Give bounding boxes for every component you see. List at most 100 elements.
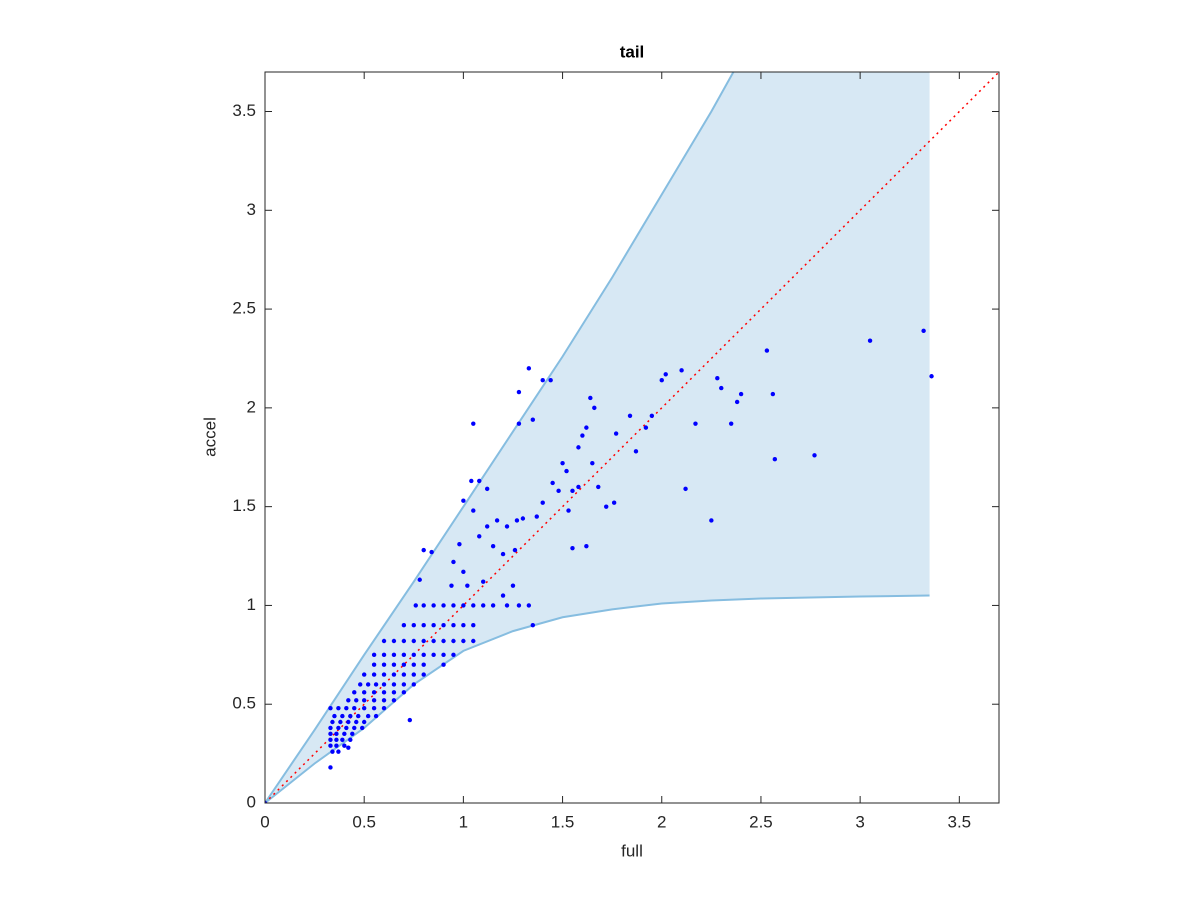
- y-axis-label: accel: [200, 417, 219, 457]
- scatter-point: [516, 421, 522, 426]
- scatter-point: [596, 484, 601, 490]
- scatter-point: [421, 622, 426, 628]
- scatter-point: [530, 417, 536, 422]
- scatter-point: [348, 737, 353, 742]
- scatter-point: [451, 638, 456, 644]
- scatter-point: [421, 603, 426, 608]
- x-tick-label: 0: [260, 812, 269, 831]
- scatter-point: [328, 731, 333, 737]
- scatter-point: [512, 547, 518, 553]
- y-tick-label: 3: [247, 200, 256, 219]
- scatter-point: [772, 457, 778, 462]
- scatter-point: [484, 486, 490, 492]
- scatter-point: [346, 719, 351, 725]
- scatter-point: [352, 705, 357, 711]
- scatter-point: [584, 425, 589, 430]
- scatter-point: [566, 508, 571, 513]
- scatter-point: [417, 577, 422, 582]
- scatter-point: [348, 713, 353, 719]
- band-upper-edge: [265, 72, 735, 803]
- scatter-point: [548, 378, 553, 383]
- scatter-point: [381, 698, 387, 703]
- scatter-point: [344, 725, 349, 731]
- scatter-point: [391, 698, 397, 703]
- scatter-point: [391, 638, 397, 644]
- scatter-point: [352, 690, 357, 695]
- scatter-point: [764, 348, 770, 353]
- scatter-point: [411, 652, 416, 658]
- scatter-point: [643, 425, 649, 430]
- axes-box: [264, 71, 1000, 804]
- x-tick-label: 1.5: [551, 812, 575, 831]
- scatter-point: [336, 749, 341, 754]
- scatter-point: [715, 376, 720, 381]
- scatter-point: [611, 500, 617, 505]
- scatter-point: [328, 725, 333, 731]
- scatter-point: [481, 579, 486, 584]
- scatter-point: [371, 705, 377, 711]
- scatter-point: [265, 800, 268, 803]
- scatter-point: [514, 518, 520, 523]
- scatter-point: [431, 652, 436, 658]
- scatter-point: [411, 662, 416, 667]
- scatter-point: [693, 421, 698, 426]
- y-tick-label: 0.5: [232, 694, 256, 713]
- scatter-point: [330, 749, 335, 754]
- scatter-point: [471, 603, 476, 608]
- scatter-point: [504, 524, 510, 529]
- scatter-point: [360, 725, 365, 731]
- scatter-point: [401, 690, 407, 695]
- scatter-point: [584, 543, 589, 549]
- scatter-point: [441, 622, 446, 628]
- scatter-point: [520, 516, 526, 521]
- scatter-point: [401, 672, 407, 677]
- x-tick-label: 0.5: [352, 812, 376, 831]
- scatter-point: [429, 549, 434, 555]
- scatter-point: [441, 652, 446, 658]
- scatter-point: [342, 743, 347, 748]
- scatter-point: [461, 603, 466, 608]
- scatter-point: [734, 399, 740, 405]
- scatter-point: [431, 622, 436, 628]
- scatter-point: [373, 682, 379, 687]
- scatter-point: [381, 705, 387, 711]
- reference-line: [265, 72, 999, 803]
- scatter-point: [354, 719, 359, 725]
- scatter-point: [328, 737, 333, 742]
- scatter-point: [812, 453, 817, 458]
- scatter-point: [490, 603, 496, 608]
- scatter-point: [334, 737, 339, 742]
- y-tick-label: 1.5: [232, 496, 256, 515]
- scatter-point: [540, 378, 545, 383]
- scatter-point: [330, 719, 335, 725]
- scatter-point: [728, 421, 734, 426]
- scatter-point: [604, 504, 609, 509]
- scatter-point: [683, 486, 688, 492]
- scatter-point: [381, 638, 387, 644]
- scatter-point: [336, 705, 341, 711]
- scatter-point: [449, 583, 454, 588]
- scatter-point: [361, 672, 367, 677]
- scatter-point: [328, 765, 333, 770]
- scatter-point: [381, 672, 387, 677]
- x-tick-label: 2: [657, 812, 666, 831]
- scatter-point: [350, 731, 355, 737]
- scatter-point: [342, 731, 347, 737]
- x-tick-label: 2.5: [749, 812, 773, 831]
- scatter-point: [334, 743, 339, 748]
- scatter-point: [709, 518, 714, 523]
- scatter-point: [770, 391, 776, 397]
- scatter-point: [613, 431, 619, 436]
- scatter-point: [465, 583, 470, 588]
- scatter-point: [451, 559, 456, 565]
- scatter-point: [411, 638, 416, 644]
- scatter-point: [867, 338, 873, 343]
- scatter-point: [929, 374, 934, 379]
- scatter-point: [407, 717, 413, 723]
- scatter-point: [588, 395, 593, 401]
- scatter-point: [401, 638, 407, 644]
- scatter-point: [461, 622, 466, 628]
- x-tick-label: 3.5: [948, 812, 972, 831]
- band-fill: [265, 72, 930, 803]
- scatter-point: [500, 593, 506, 598]
